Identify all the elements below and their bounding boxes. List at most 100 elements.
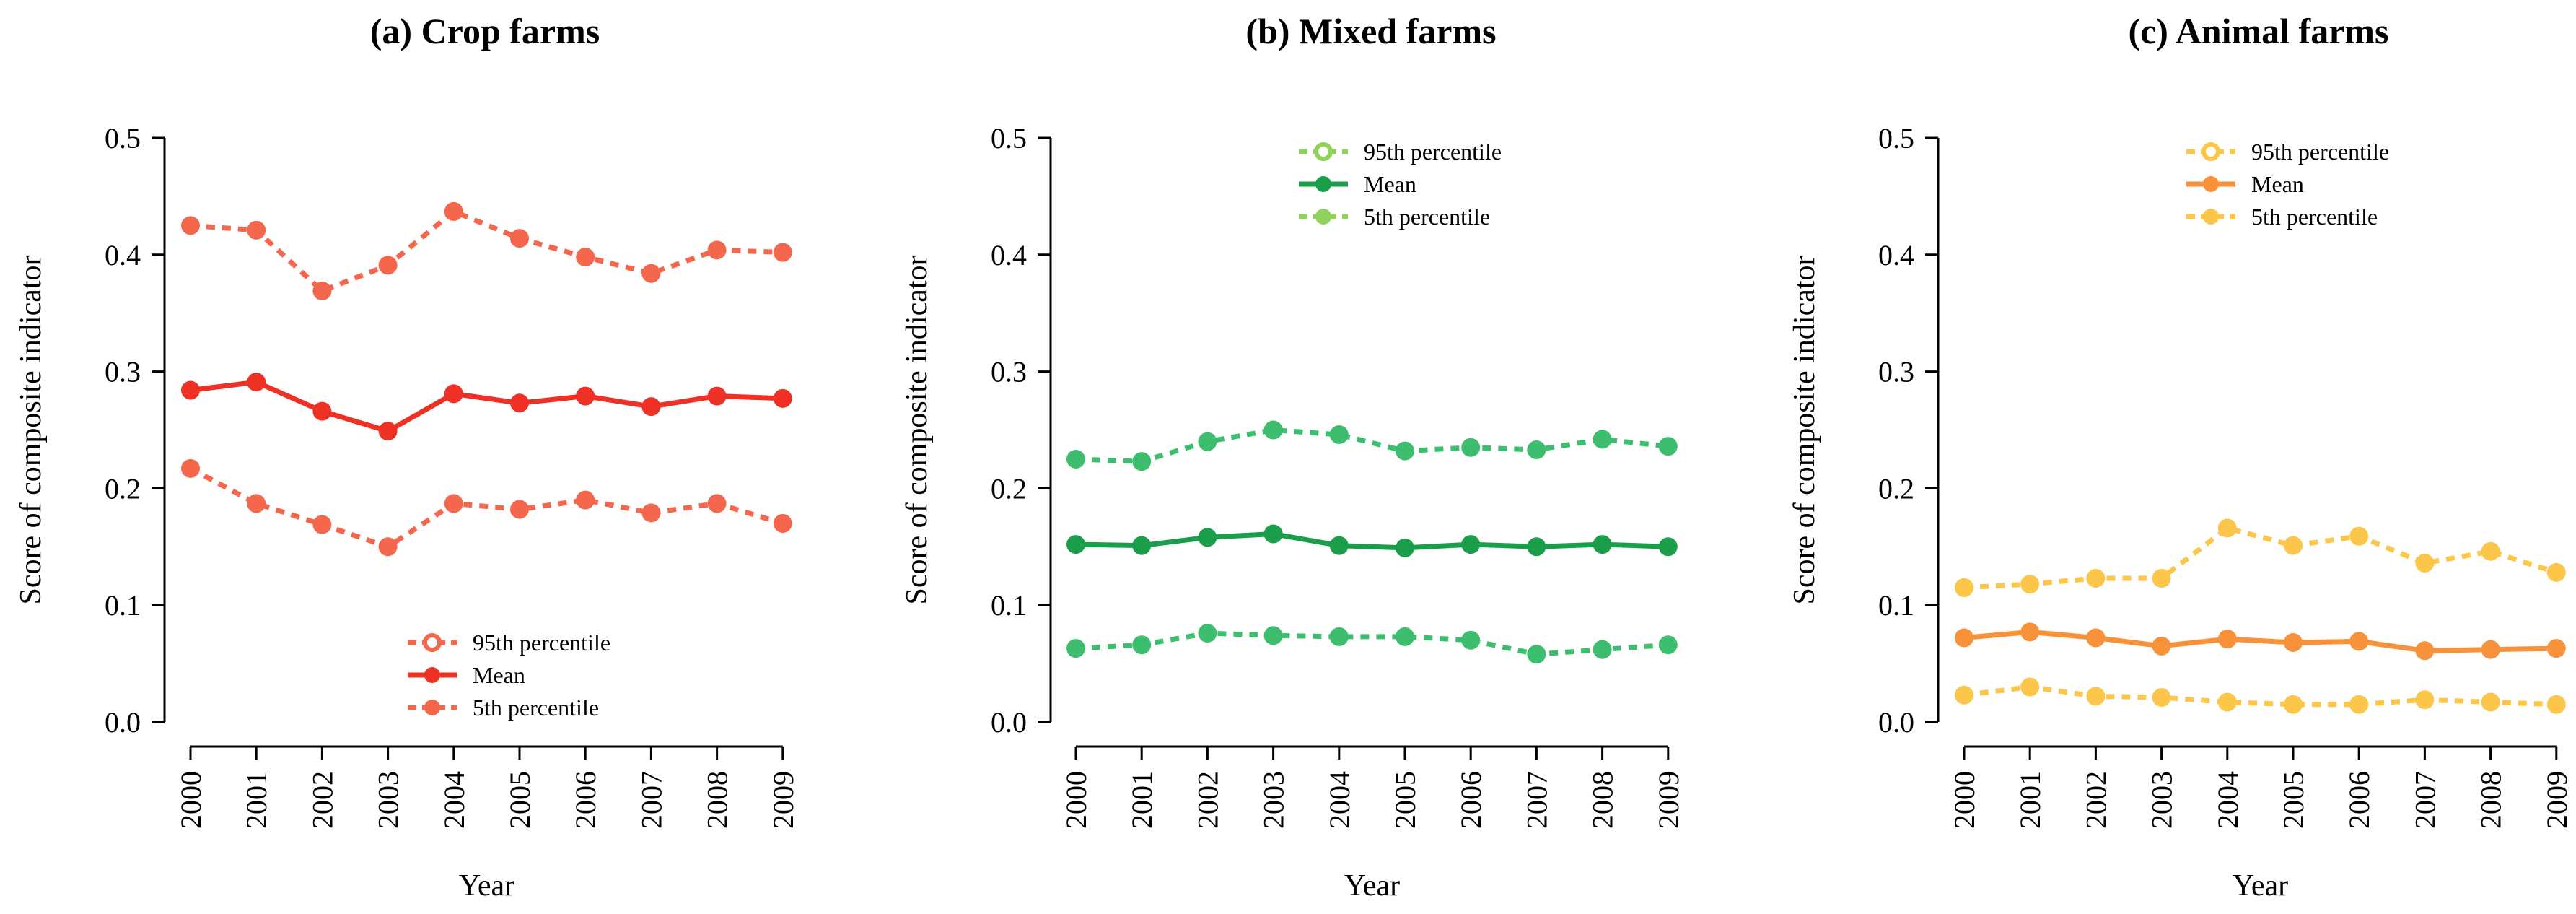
y-tick-label: 0.3 [991,356,1027,388]
data-point-5th-percentile [2415,690,2435,710]
y-tick-label: 0.2 [991,472,1027,505]
data-point-mean [576,386,595,406]
x-tick-label: 2007 [2409,771,2441,829]
y-tick-label: 0.1 [105,589,141,622]
legend-marker-95th-percentile [2202,142,2220,161]
data-point-95th-percentile [510,229,529,248]
legend-marker-5th-percentile [2203,209,2219,225]
legend: 95th percentile Mean 5th percentile [1299,139,1502,230]
data-point-5th-percentile [312,515,332,534]
x-tick-label: 2004 [1323,771,1356,829]
data-point-5th-percentile [1132,635,1152,655]
legend-label-95th-percentile: 95th percentile [1364,139,1502,165]
x-tick-label: 2004 [2212,771,2244,829]
data-point-mean [378,422,398,441]
data-point-mean [2546,639,2566,658]
y-tick-label: 0.2 [105,472,141,505]
data-point-mean [2086,628,2106,648]
x-tick-label: 2001 [240,771,273,829]
data-point-95th-percentile [181,216,200,235]
data-point-5th-percentile [1198,624,1217,643]
data-point-mean [641,397,661,417]
legend-label-5th-percentile: 5th percentile [473,695,599,721]
x-tick-label: 2002 [1191,771,1224,829]
data-point-95th-percentile [1329,425,1349,444]
data-point-95th-percentile [1461,438,1481,457]
x-tick-label: 2004 [438,771,470,829]
data-point-5th-percentile [2481,692,2500,712]
data-point-mean [2349,632,2369,651]
legend-marker-95th-percentile [1314,142,1333,161]
data-point-95th-percentile [2284,536,2303,555]
y-tick-label: 0.0 [105,706,141,739]
x-axis-label: Year [2233,869,2288,902]
data-point-mean [707,386,727,406]
data-point-95th-percentile [2020,575,2040,594]
series-line-95th-percentile [190,209,783,294]
x-tick-label: 2009 [1652,771,1685,829]
series-line-5th-percentile [1963,684,2557,708]
x-tick-label: 2002 [2080,771,2112,829]
series-line-5th-percentile [1075,630,1669,657]
x-tick-label: 2005 [1389,771,1421,829]
data-point-mean [181,380,200,400]
x-tick-label: 2009 [2541,771,2573,829]
chart-title: (c) Animal farms [2128,11,2388,51]
data-point-mean [2415,641,2435,661]
series-line-95th-percentile [1075,427,1669,464]
data-point-mean [1955,628,1973,648]
data-point-5th-percentile [641,503,661,523]
legend-marker-5th-percentile [1315,209,1331,225]
panel-mixed-farms: (b) Mixed farms 0.0 0.1 0.2 0.3 0.4 0.5 Score o… [901,11,1685,902]
legend-label-5th-percentile: 5th percentile [1364,204,1490,230]
data-point-mean [2020,622,2040,642]
data-point-mean [2284,632,2303,652]
data-point-95th-percentile [2152,568,2171,588]
legend: 95th percentile Mean 5th percentile [2186,139,2389,230]
legend: 95th percentile Mean 5th percentile [408,630,610,721]
y-tick-label: 0.3 [105,356,141,388]
data-point-95th-percentile [641,264,661,283]
data-point-5th-percentile [1527,645,1546,664]
x-tick-label: 2008 [1587,771,1619,829]
y-tick-label: 0.3 [1878,356,1914,388]
y-tick-label: 0.5 [1878,122,1914,154]
data-point-mean [1527,537,1546,557]
data-point-mean [247,373,266,392]
y-axis-label: Score of composite indicator [901,255,934,604]
panel-crop-farms: (a) Crop farms 0.0 0.1 0.2 0.3 0.4 0.5 Score of… [14,11,799,902]
series-line-mean [190,379,783,434]
data-point-5th-percentile [773,513,792,533]
y-tick-label: 0.4 [1878,239,1914,271]
data-point-5th-percentile [181,458,200,478]
y-tick-label: 0.0 [991,706,1027,739]
series-line-mean [1075,531,1668,551]
data-point-95th-percentile [1593,430,1612,449]
x-tick-label: 2005 [2277,771,2310,829]
x-axis-label: Year [459,869,514,902]
y-tick-label: 0.0 [1878,706,1914,739]
data-point-mean [1066,535,1085,554]
x-tick-label: 2008 [2475,771,2507,829]
x-tick-label: 2006 [1455,771,1487,829]
data-point-95th-percentile [576,248,595,267]
data-point-5th-percentile [2217,692,2237,712]
x-tick-label: 2003 [372,771,405,829]
data-point-mean [1593,535,1612,554]
data-point-mean [1132,536,1152,555]
data-point-95th-percentile [312,281,332,300]
x-tick-label: 2002 [306,771,338,829]
panel-animal-farms: (c) Animal farms 0.0 0.1 0.2 0.3 0.4 0.5 Score … [1788,11,2573,902]
data-point-95th-percentile [1527,440,1546,460]
data-point-5th-percentile [1593,640,1612,659]
legend-marker-5th-percentile [424,700,440,715]
data-point-5th-percentile [1658,635,1678,655]
data-point-mean [312,401,332,421]
data-point-5th-percentile [707,494,727,513]
data-point-95th-percentile [247,220,266,240]
x-tick-label: 2000 [1948,771,1981,829]
legend-marker-mean [424,667,440,683]
x-tick-label: 2009 [767,771,799,829]
x-tick-label: 2007 [1520,771,1553,829]
legend-marker-95th-percentile [423,633,442,652]
